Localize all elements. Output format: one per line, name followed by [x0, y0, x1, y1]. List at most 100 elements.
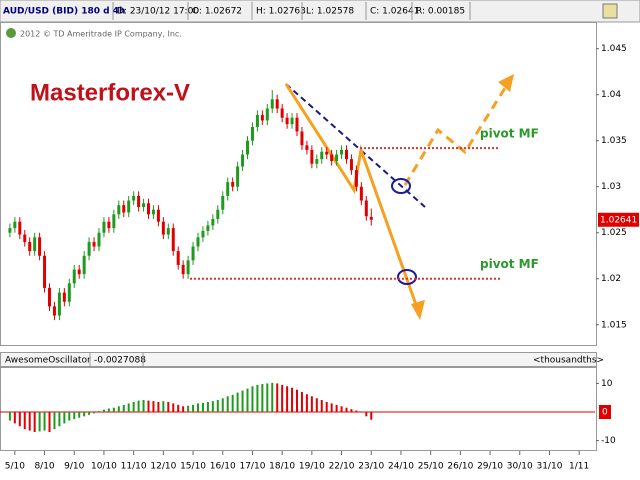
osc-bar [8, 412, 11, 421]
candle-body [369, 216, 373, 220]
header-date: D: 23/10/12 17:00 [117, 7, 199, 17]
osc-bar [48, 412, 51, 432]
osc-bar [112, 407, 115, 412]
osc-bar [192, 404, 195, 412]
candle-body [107, 221, 111, 229]
osc-bar [187, 405, 190, 412]
settings-icon[interactable] [602, 3, 618, 19]
candle-body [33, 237, 37, 252]
candle-body [28, 241, 32, 252]
osc-bar [221, 398, 224, 412]
x-tick-label: 15/10 [180, 462, 206, 472]
candle-body [67, 283, 71, 302]
osc-bar [98, 411, 101, 412]
symbol: AUD/USD (BID) 180 d 4h [3, 7, 125, 17]
candle-body [216, 209, 220, 219]
projection-dashed [403, 79, 512, 186]
chart-title: Masterforex-V [30, 79, 190, 106]
osc-bar [28, 412, 31, 431]
candle-body [166, 228, 170, 235]
candle-body [43, 255, 47, 288]
candle-body [161, 221, 165, 235]
candle-body [156, 209, 160, 222]
osc-bar [13, 412, 16, 424]
x-tick-label: 23/10 [358, 462, 384, 472]
candle-body [38, 237, 42, 256]
candle-body [57, 292, 61, 316]
candle-body [102, 221, 106, 233]
y-tick-label: 1.015 [601, 320, 627, 330]
candle-body [354, 170, 358, 187]
price-panel [0, 22, 597, 346]
osc-bar [216, 400, 219, 412]
candle-body [320, 151, 324, 160]
candle-body [300, 131, 304, 146]
candle-body [48, 287, 52, 307]
osc-bar [53, 412, 56, 430]
osc-bar [152, 401, 155, 412]
highlight-ellipse [397, 269, 417, 285]
candle-body [250, 126, 254, 141]
candle-body [325, 151, 329, 155]
header-open: O: 1.02672 [192, 7, 242, 17]
osc-bar [102, 409, 105, 412]
zero-box [599, 405, 611, 419]
x-tick-label: 8/10 [34, 462, 54, 472]
x-tick-label: 10/10 [91, 462, 117, 472]
x-tick-label: 19/10 [299, 462, 325, 472]
projection-line [284, 83, 422, 317]
x-tick-label: 31/10 [536, 462, 562, 472]
candle-body [340, 149, 344, 155]
candle-body [122, 205, 126, 213]
osc-bar [296, 389, 299, 412]
osc-title: AwesomeOscillator [5, 356, 91, 366]
arrow-head [498, 74, 514, 92]
candle-body [280, 108, 284, 118]
osc-bar [93, 412, 96, 414]
x-tick-label: 29/10 [477, 462, 503, 472]
osc-bar [107, 408, 110, 412]
candle-body [295, 117, 299, 132]
header-low: L: 1.02578 [306, 7, 354, 17]
osc-bar [360, 412, 363, 413]
y-tick-label: 1.035 [601, 136, 627, 146]
osc-panel [0, 367, 597, 451]
logo [6, 28, 16, 38]
candle-body [241, 154, 245, 167]
osc-bar [177, 404, 180, 412]
candle-body [77, 269, 81, 275]
candle-body [82, 255, 86, 275]
y-tick-label: 10 [601, 379, 613, 389]
y-tick-label: 0 [602, 408, 608, 418]
candle-body [142, 203, 146, 207]
candle-body [236, 166, 240, 187]
candle-body [305, 145, 309, 150]
osc-bar [122, 404, 125, 412]
osc-bar [231, 394, 234, 412]
candle-body [72, 269, 76, 284]
osc-bar [241, 390, 244, 412]
pivot-label: pivot MF [480, 257, 539, 271]
candle-body [345, 149, 349, 160]
candle-body [330, 154, 334, 161]
x-tick-label: 1/11 [569, 462, 589, 472]
candle-body [23, 234, 27, 242]
pivot-label: pivot MF [480, 127, 539, 141]
osc-bar [201, 402, 204, 412]
candle-body [275, 99, 279, 109]
candle-body [151, 209, 155, 215]
osc-bar [182, 406, 185, 412]
osc-bar [315, 398, 318, 412]
osc-bar [63, 412, 66, 424]
osc-bar [335, 404, 338, 412]
x-tick-label: 30/10 [507, 462, 533, 472]
candle-body [335, 154, 339, 161]
osc-units: <thousandths> [533, 356, 604, 366]
candle-body [112, 214, 116, 229]
osc-bar [271, 382, 274, 412]
x-tick-label: 25/10 [418, 462, 444, 472]
candle-body [181, 264, 185, 275]
y-tick-label: 1.04 [601, 90, 621, 100]
osc-bar [286, 386, 289, 412]
candle-body [8, 228, 12, 233]
